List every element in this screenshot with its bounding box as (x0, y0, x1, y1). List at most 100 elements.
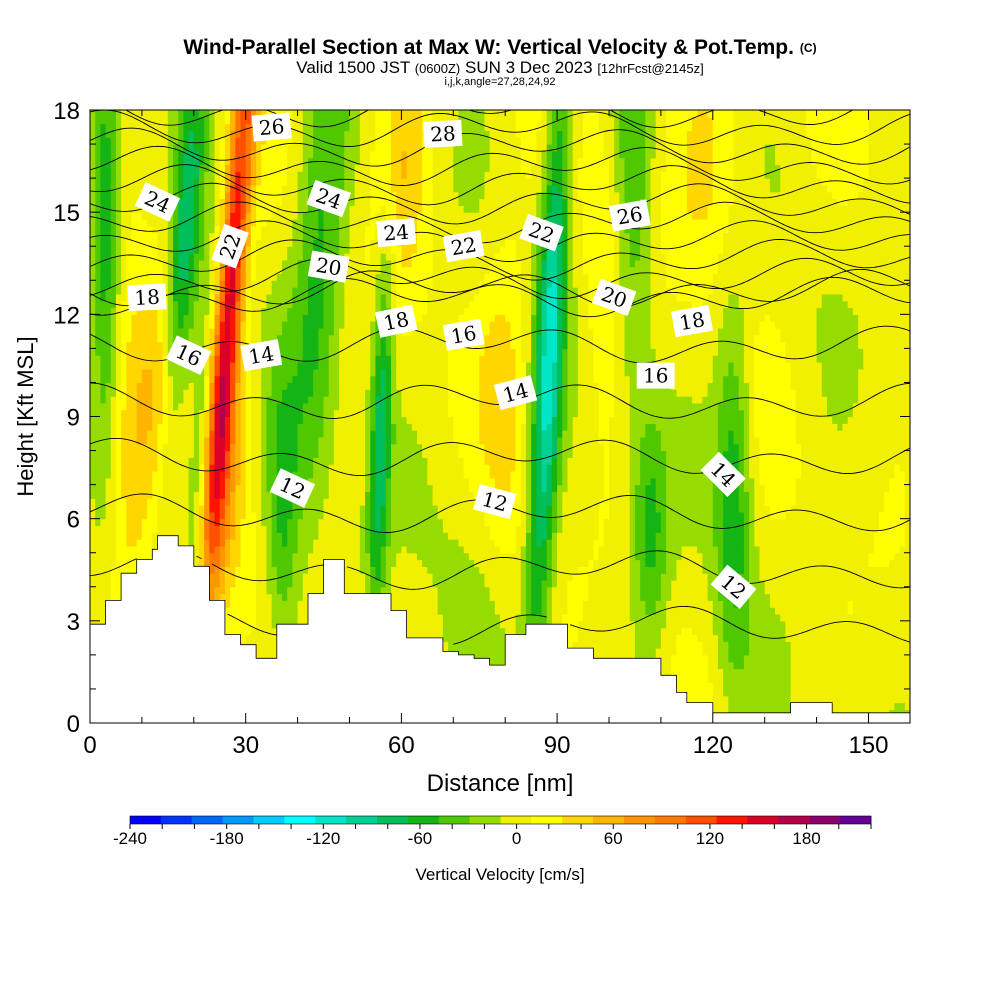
velocity-cell (126, 212, 133, 220)
velocity-cell (214, 266, 221, 275)
velocity-cell (323, 470, 330, 479)
velocity-cell (354, 348, 361, 356)
velocity-cell (204, 436, 210, 445)
velocity-cell (110, 178, 117, 186)
velocity-cell (245, 525, 252, 533)
velocity-cell (256, 171, 262, 179)
velocity-cell (313, 484, 319, 493)
velocity-cell (266, 280, 273, 288)
velocity-cell (214, 341, 221, 349)
velocity-cell (245, 382, 252, 390)
velocity-cell (167, 314, 174, 322)
velocity-cell (157, 116, 164, 125)
velocity-cell (188, 198, 195, 206)
velocity-cell (339, 457, 345, 465)
velocity-cell (188, 253, 195, 261)
velocity-cell (339, 171, 345, 179)
velocity-cell (209, 511, 216, 520)
velocity-cell (115, 450, 122, 458)
velocity-cell (183, 157, 190, 166)
velocity-cell (287, 348, 294, 356)
velocity-cell (157, 396, 164, 404)
velocity-cell (230, 586, 236, 595)
velocity-cell (339, 498, 345, 506)
velocity-cell (126, 375, 133, 384)
velocity-cell (224, 470, 231, 479)
velocity-cell (302, 157, 309, 166)
velocity-cell (141, 212, 148, 220)
velocity-cell (126, 477, 133, 486)
velocity-cell (147, 545, 153, 554)
velocity-cell (245, 518, 252, 527)
velocity-cell (307, 150, 314, 159)
velocity-cell (261, 511, 268, 520)
velocity-cell (100, 171, 107, 179)
velocity-cell (141, 334, 148, 343)
velocity-cell (115, 246, 122, 254)
velocity-cell (152, 430, 159, 438)
velocity-cell (266, 259, 273, 268)
velocity-cell (318, 246, 325, 254)
velocity-cell (141, 362, 148, 370)
velocity-cell (141, 116, 148, 125)
velocity-cell (219, 375, 226, 384)
velocity-cell (328, 470, 335, 479)
velocity-cell (214, 539, 221, 547)
velocity-cell (354, 368, 361, 377)
velocity-cell (328, 375, 335, 384)
velocity-cell (271, 178, 278, 186)
velocity-cell (214, 552, 221, 561)
velocity-cell (365, 484, 371, 493)
velocity-cell (318, 144, 325, 152)
velocity-cell (224, 116, 231, 125)
velocity-cell (95, 287, 101, 295)
velocity-cell (354, 137, 361, 145)
velocity-cell (333, 409, 340, 418)
velocity-cell (354, 314, 361, 322)
velocity-cell (126, 389, 133, 397)
velocity-cell (354, 423, 361, 431)
velocity-cell (224, 150, 231, 159)
velocity-cell (287, 396, 294, 404)
velocity-cell (297, 559, 304, 567)
velocity-cell (90, 355, 96, 363)
velocity-cell (198, 191, 205, 200)
velocity-cell (219, 321, 226, 329)
velocity-cell (121, 171, 127, 179)
velocity-cell (235, 627, 242, 636)
velocity-cell (157, 321, 164, 329)
velocity-cell (287, 287, 294, 295)
velocity-cell (126, 314, 133, 322)
velocity-cell (90, 123, 96, 132)
velocity-cell (110, 430, 117, 438)
velocity-cell (235, 409, 242, 418)
velocity-cell (141, 545, 148, 554)
velocity-cell (328, 123, 335, 132)
velocity-cell (302, 266, 309, 275)
velocity-cell (162, 123, 169, 132)
velocity-cell (256, 184, 262, 193)
velocity-cell (365, 144, 371, 152)
velocity-cell (183, 110, 190, 111)
velocity-cell (219, 457, 226, 465)
velocity-cell (282, 423, 288, 431)
velocity-cell (95, 423, 101, 431)
velocity-cell (224, 205, 231, 213)
velocity-cell (219, 212, 226, 220)
velocity-cell (198, 498, 205, 506)
velocity-cell (245, 593, 252, 601)
velocity-cell (126, 239, 133, 247)
velocity-cell (209, 484, 216, 493)
velocity-cell (287, 314, 294, 322)
velocity-cell (276, 436, 283, 445)
velocity-cell (292, 137, 299, 145)
velocity-cell (198, 287, 205, 295)
velocity-cell (318, 539, 325, 547)
velocity-cell (333, 518, 340, 527)
velocity-cell (224, 198, 231, 206)
velocity-cell (328, 396, 335, 404)
velocity-cell (365, 253, 371, 261)
velocity-cell (328, 287, 335, 295)
velocity-cell (224, 436, 231, 445)
velocity-cell (204, 110, 210, 111)
